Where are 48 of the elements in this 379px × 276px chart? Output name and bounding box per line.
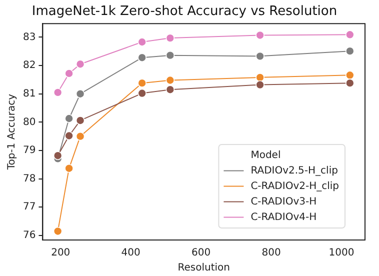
chart-title: ImageNet-1k Zero-shot Accuracy vs Resolution	[32, 4, 338, 20]
x-axis-title: Resolution	[178, 262, 230, 274]
point	[76, 132, 85, 141]
y-axis-title: Top-1 Accuracy	[6, 94, 18, 171]
x-tick-label: 600	[192, 248, 211, 259]
point	[346, 70, 354, 80]
point	[64, 164, 74, 173]
point	[346, 30, 354, 40]
y-tick-label: 81	[22, 88, 36, 100]
legend-label: RADIOv2.5-H_clip	[250, 165, 338, 176]
point	[166, 50, 175, 60]
x-tick-label: 800	[262, 248, 281, 259]
point	[346, 78, 354, 88]
point	[76, 89, 85, 98]
x-tick-label: 200	[51, 248, 70, 259]
point	[53, 226, 62, 236]
point	[64, 114, 74, 123]
legend-label: C-RADIOv2-H_clip	[250, 180, 340, 192]
x-tick-label: 1000	[328, 248, 354, 259]
point	[138, 38, 146, 46]
point	[256, 80, 264, 90]
y-tick-label: 82	[22, 60, 36, 72]
point	[166, 34, 175, 42]
point	[138, 88, 146, 98]
point	[53, 151, 62, 160]
point	[64, 131, 74, 140]
point	[256, 52, 264, 61]
point	[64, 69, 74, 78]
point	[346, 46, 354, 56]
point	[76, 116, 85, 125]
legend-title: Model	[250, 150, 281, 161]
point	[166, 76, 175, 85]
y-tick-label: 80	[22, 116, 36, 128]
y-tick-label: 79	[22, 145, 36, 156]
point	[53, 88, 62, 97]
y-tick-label: 83	[22, 32, 36, 43]
point	[138, 78, 146, 88]
point	[256, 30, 264, 40]
y-tick-label: 78	[22, 173, 36, 184]
point	[166, 85, 175, 94]
y-tick-label: 77	[22, 202, 36, 213]
point	[138, 53, 146, 62]
point	[256, 73, 264, 82]
point	[76, 60, 85, 69]
y-tick-label: 76	[22, 230, 36, 242]
legend-label: C-RADIOv3-H	[250, 196, 317, 208]
x-tick-label: 400	[121, 248, 140, 259]
legend-label: C-RADIOv4-H	[250, 212, 317, 223]
